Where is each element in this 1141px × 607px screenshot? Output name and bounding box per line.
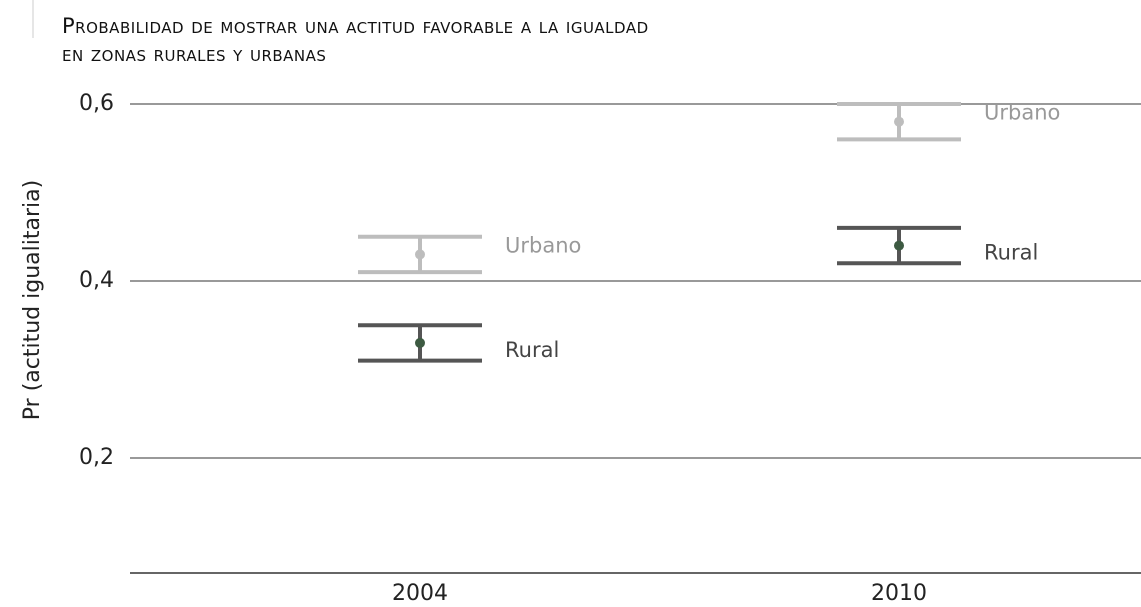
x-tick-label: 2004	[392, 581, 448, 606]
x-tick-label: 2010	[871, 581, 927, 606]
chart-title: Probabilidad de mostrar una actitud favo…	[62, 14, 649, 38]
y-axis-label: Pr (actitud igualitaria)	[20, 180, 45, 420]
chart-title: en zonas rurales y urbanas	[62, 42, 326, 66]
series-label: Rural	[505, 338, 559, 362]
y-tick-label: 0,6	[79, 91, 114, 116]
y-tick-label: 0,2	[79, 445, 114, 470]
point	[415, 249, 425, 260]
point	[894, 240, 904, 251]
point	[415, 337, 425, 348]
point	[894, 116, 904, 127]
series-label: Urbano	[505, 233, 581, 257]
y-tick-label: 0,4	[79, 268, 114, 293]
series-label: Urbano	[984, 101, 1060, 125]
series-label: Rural	[984, 241, 1038, 265]
